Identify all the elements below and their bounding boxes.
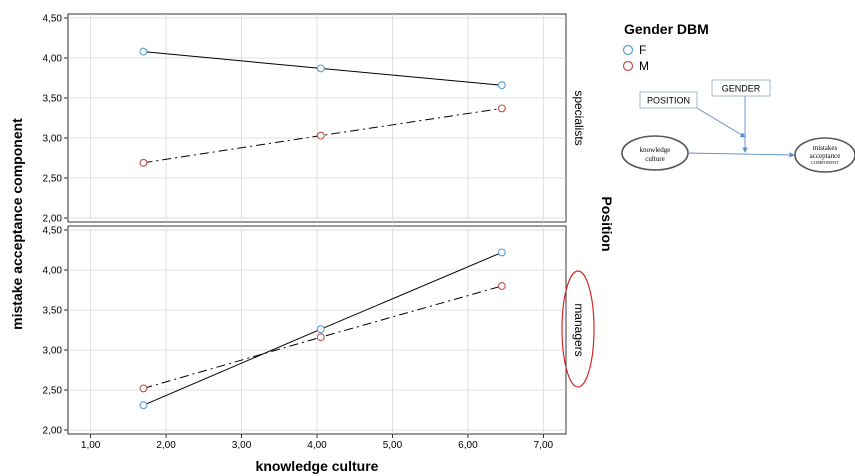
y-ticks-specialists: 2,00 2,50 3,00 3,50 4,00 4,50 xyxy=(43,14,68,225)
position-box-label: POSITION xyxy=(647,96,690,106)
gridlines-specialists xyxy=(68,14,566,222)
mistakes-label-line1: mistakes xyxy=(813,144,838,152)
x-tick-label-6: 7,00 xyxy=(534,440,554,451)
data-point-managers-F-1 xyxy=(316,325,325,334)
panel-managers: 2,00 2,50 3,00 3,50 4,00 4,50 managers xyxy=(43,226,595,437)
arrow-knowledge-to-mistakes xyxy=(687,152,795,158)
panel-label-specialists: specialists xyxy=(572,90,586,145)
mistakes-ellipse xyxy=(794,137,855,173)
mistakes-label-line3: COMPONENT xyxy=(811,160,839,165)
y-ticks-managers: 2,00 2,50 3,00 3,50 4,00 4,50 xyxy=(43,226,68,437)
series-specialists xyxy=(139,47,506,167)
knowledge-culture-label-line2: culture xyxy=(645,155,664,163)
series-managers xyxy=(139,248,506,410)
y-tick-label-specialists-2: 3,00 xyxy=(43,134,63,145)
legend-title: Gender DBM xyxy=(624,21,709,37)
position-box xyxy=(639,91,698,109)
legend-marker-m xyxy=(622,60,634,72)
y-tick-label-specialists-4: 4,00 xyxy=(43,54,63,65)
data-point-specialists-M-2 xyxy=(497,104,506,113)
panel-specialists: 2,00 2,50 3,00 3,50 4,00 4,50 specialists xyxy=(43,14,586,225)
panel-label-managers: managers xyxy=(572,303,586,356)
y-tick-label-managers-3: 3,50 xyxy=(43,306,63,317)
data-point-managers-M-2 xyxy=(497,282,506,290)
legend-label-f: F xyxy=(639,43,646,57)
y-tick-label-managers-5: 4,50 xyxy=(43,226,63,237)
gridlines-managers xyxy=(68,226,566,434)
data-point-specialists-F-2 xyxy=(497,81,506,90)
y-tick-label-managers-4: 4,00 xyxy=(43,266,63,277)
data-point-specialists-F-1 xyxy=(316,64,325,73)
x-axis-ticks: 1,00 2,00 3,00 4,00 5,00 6,00 7,00 xyxy=(81,434,554,451)
y-tick-label-managers-2: 3,00 xyxy=(43,346,63,357)
data-point-managers-F-0 xyxy=(139,401,148,410)
legend-label-m: M xyxy=(639,59,649,73)
data-point-specialists-F-0 xyxy=(139,47,148,56)
y-tick-label-specialists-0: 2,00 xyxy=(43,214,63,225)
managers-highlight-ellipse xyxy=(561,270,595,388)
x-tick-label-2: 3,00 xyxy=(232,440,252,451)
x-tick-label-4: 5,00 xyxy=(383,440,403,451)
arrow-position-to-interaction xyxy=(696,107,746,138)
y-tick-label-managers-1: 2,50 xyxy=(43,386,63,397)
x-tick-label-1: 2,00 xyxy=(156,440,176,451)
x-axis-title: knowledge culture xyxy=(256,458,379,474)
legend-marker-f xyxy=(622,44,634,56)
knowledge-culture-label-line1: knowledge xyxy=(640,146,671,154)
data-point-specialists-M-0 xyxy=(139,158,148,167)
mistakes-label-line2: acceptance xyxy=(810,152,841,160)
data-point-managers-M-0 xyxy=(139,384,148,393)
facet-axis-title: Position xyxy=(599,196,615,251)
x-tick-label-5: 6,00 xyxy=(458,440,478,451)
data-point-managers-F-2 xyxy=(497,248,506,257)
gender-box-label: GENDER xyxy=(722,84,761,94)
y-axis-title: mistake acceptance component xyxy=(9,118,25,330)
x-tick-label-0: 1,00 xyxy=(81,440,101,451)
model-diagram: POSITION GENDER knowledge culture mistak… xyxy=(621,79,855,173)
legend: Gender DBM F M xyxy=(622,21,709,73)
x-tick-label-3: 4,00 xyxy=(307,440,327,451)
y-tick-label-specialists-3: 3,50 xyxy=(43,94,63,105)
y-tick-label-managers-0: 2,00 xyxy=(43,426,63,437)
y-tick-label-specialists-1: 2,50 xyxy=(43,174,63,185)
gender-box xyxy=(711,79,771,97)
data-point-specialists-M-1 xyxy=(316,131,325,140)
y-tick-label-specialists-5: 4,50 xyxy=(43,14,63,25)
data-point-managers-M-1 xyxy=(316,333,325,342)
